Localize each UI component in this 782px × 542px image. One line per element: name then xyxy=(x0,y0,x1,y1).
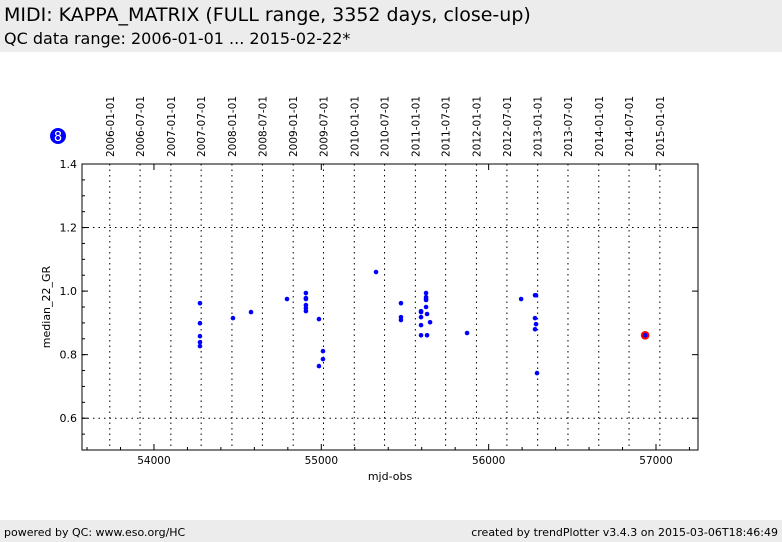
date-tick-label: 2006-01-01 xyxy=(105,96,117,157)
data-point xyxy=(197,300,203,306)
data-point xyxy=(303,302,309,308)
footer-created-by: created by trendPlotter v3.4.3 on 2015-0… xyxy=(471,526,778,539)
data-point xyxy=(320,356,326,362)
date-tick-label: 2011-07-01 xyxy=(441,96,453,157)
data-point xyxy=(303,308,309,314)
page-subtitle: QC data range: 2006-01-01 ... 2015-02-22… xyxy=(4,29,351,48)
data-point xyxy=(424,332,430,338)
page-title: MIDI: KAPPA_MATRIX (FULL range, 3352 day… xyxy=(4,4,531,26)
data-point xyxy=(418,309,424,315)
date-tick-label: 2011-01-01 xyxy=(410,96,422,157)
data-point xyxy=(316,316,322,322)
x-tick-label: 55000 xyxy=(305,455,338,467)
data-point xyxy=(533,321,539,327)
data-point xyxy=(642,332,648,338)
date-tick-label: 2008-01-01 xyxy=(227,96,239,157)
data-point xyxy=(197,333,203,339)
data-point xyxy=(316,363,322,369)
plot-frame xyxy=(81,163,699,451)
y-tick-label: 0.8 xyxy=(60,349,78,362)
data-point xyxy=(518,296,524,302)
y-tick-label: 1.0 xyxy=(60,285,78,298)
footer: powered by QC: www.eso.org/HC created by… xyxy=(0,520,782,542)
date-tick-label: 2007-01-01 xyxy=(166,96,178,157)
data-point xyxy=(197,343,203,349)
data-point xyxy=(418,322,424,328)
data-point xyxy=(532,326,538,332)
data-point xyxy=(423,304,429,310)
data-point xyxy=(534,370,540,376)
footer-powered-by: powered by QC: www.eso.org/HC xyxy=(4,526,186,539)
x-axis-label: mjd-obs xyxy=(368,470,413,483)
data-point xyxy=(303,296,309,302)
data-point xyxy=(398,317,404,323)
date-tick-label: 2014-01-01 xyxy=(594,96,606,157)
x-tick-label: 57000 xyxy=(639,455,672,467)
data-point xyxy=(533,292,539,298)
y-tick-label: 0.6 xyxy=(60,412,78,425)
date-tick-label: 2010-01-01 xyxy=(349,96,361,157)
data-point xyxy=(423,297,429,303)
data-point xyxy=(418,314,424,320)
data-point xyxy=(418,332,424,338)
data-point xyxy=(398,300,404,306)
data-point xyxy=(464,330,470,336)
date-tick-label: 2012-01-01 xyxy=(471,96,483,157)
date-tick-label: 2014-07-01 xyxy=(624,96,636,157)
date-tick-label: 2012-07-01 xyxy=(502,96,514,157)
data-point xyxy=(303,290,309,296)
badge-circle xyxy=(50,128,66,144)
data-point xyxy=(230,315,236,321)
date-tick-label: 2010-07-01 xyxy=(380,96,392,157)
badge-label: 8 xyxy=(54,130,62,145)
date-tick-label: 2013-01-01 xyxy=(533,96,545,157)
date-tick-label: 2008-07-01 xyxy=(257,96,269,157)
date-tick-label: 2015-01-01 xyxy=(655,96,667,157)
x-tick-label: 56000 xyxy=(472,455,505,467)
date-tick-label: 2007-07-01 xyxy=(196,96,208,157)
y-tick-label: 1.4 xyxy=(60,158,78,171)
x-tick-label: 54000 xyxy=(137,455,170,467)
date-tick-label: 2006-07-01 xyxy=(135,96,147,157)
data-point xyxy=(320,348,326,354)
date-tick-label: 2009-01-01 xyxy=(288,96,300,157)
header: MIDI: KAPPA_MATRIX (FULL range, 3352 day… xyxy=(0,0,782,52)
y-axis-label: median_22_GR xyxy=(40,265,53,348)
data-point xyxy=(248,309,254,315)
data-point xyxy=(423,290,429,296)
data-point xyxy=(197,320,203,326)
date-tick-label: 2009-07-01 xyxy=(318,96,330,157)
data-point xyxy=(424,311,430,317)
data-point xyxy=(427,319,433,325)
data-point xyxy=(197,339,203,345)
y-tick-label: 1.2 xyxy=(60,222,78,235)
data-point xyxy=(373,269,379,275)
data-point xyxy=(532,315,538,321)
date-tick-label: 2013-07-01 xyxy=(563,96,575,157)
data-point xyxy=(284,296,290,302)
